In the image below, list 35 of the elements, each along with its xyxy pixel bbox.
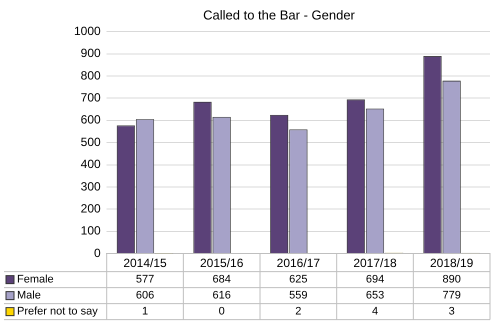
data-label: 625 — [289, 274, 308, 286]
chart-title: Called to the Bar - Gender — [203, 7, 356, 22]
data-label: 1 — [142, 306, 148, 318]
y-tick-label: 100 — [80, 224, 102, 238]
data-label: 577 — [136, 274, 154, 286]
data-label: 0 — [218, 306, 225, 318]
data-label: 616 — [212, 290, 231, 302]
data-label: 890 — [442, 274, 461, 286]
legend-label: Male — [17, 290, 41, 302]
x-tick-label: 2018/19 — [430, 256, 474, 270]
data-label: 4 — [372, 306, 378, 318]
y-tick-label: 400 — [80, 157, 102, 172]
data-label: 559 — [289, 290, 308, 302]
x-tick-label: 2017/18 — [353, 256, 398, 270]
x-tick-label: 2014/15 — [123, 256, 168, 270]
data-label: 653 — [366, 290, 384, 302]
y-tick-label: 800 — [80, 68, 102, 82]
y-tick-label: 700 — [80, 90, 102, 105]
y-tick-label: 500 — [80, 134, 102, 149]
y-tick-label: 1000 — [74, 24, 102, 38]
y-tick-label: 300 — [80, 179, 102, 194]
y-tick-label: 200 — [80, 202, 102, 216]
y-tick-label: 600 — [80, 112, 102, 127]
data-label: 779 — [442, 290, 461, 302]
legend-label: Prefer not to say — [17, 306, 98, 318]
data-label: 606 — [136, 290, 154, 302]
x-tick-label: 2016/17 — [276, 256, 320, 270]
data-label: 2 — [295, 306, 302, 318]
x-tick-label: 2015/16 — [200, 256, 244, 270]
legend-label: Female — [17, 274, 54, 286]
y-tick-label: 0 — [94, 246, 102, 260]
y-tick-label: 900 — [80, 46, 102, 60]
data-label: 3 — [448, 306, 455, 318]
data-label: 694 — [366, 274, 384, 286]
data-label: 684 — [212, 274, 231, 286]
